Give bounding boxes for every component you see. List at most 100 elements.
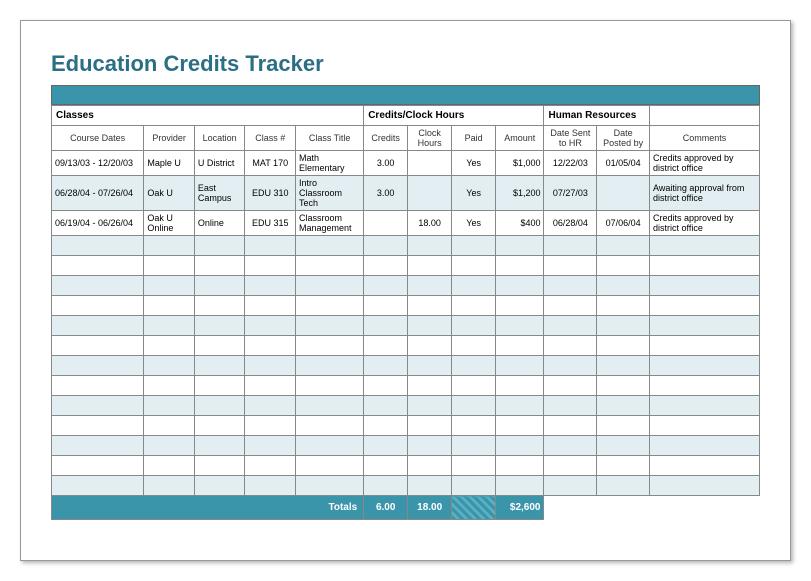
cell-empty[interactable]	[452, 456, 496, 476]
cell-empty[interactable]	[650, 236, 760, 256]
cell-empty[interactable]	[408, 456, 452, 476]
cell-empty[interactable]	[452, 316, 496, 336]
cell-empty[interactable]	[597, 316, 650, 336]
cell-empty[interactable]	[408, 356, 452, 376]
cell-empty[interactable]	[364, 296, 408, 316]
cell-empty[interactable]	[52, 376, 144, 396]
cell-empty[interactable]	[52, 416, 144, 436]
cell-comments[interactable]: Credits approved by district office	[650, 151, 760, 176]
cell-empty[interactable]	[144, 336, 195, 356]
cell-empty[interactable]	[296, 296, 364, 316]
cell-dates[interactable]: 09/13/03 - 12/20/03	[52, 151, 144, 176]
cell-empty[interactable]	[544, 236, 597, 256]
table-row-empty[interactable]	[52, 456, 760, 476]
cell-empty[interactable]	[364, 276, 408, 296]
table-row-empty[interactable]	[52, 376, 760, 396]
cell-empty[interactable]	[364, 236, 408, 256]
cell-empty[interactable]	[650, 256, 760, 276]
cell-classtitle[interactable]: Classroom Management	[296, 211, 364, 236]
cell-empty[interactable]	[544, 336, 597, 356]
cell-empty[interactable]	[496, 376, 544, 396]
cell-credits[interactable]: 3.00	[364, 151, 408, 176]
cell-empty[interactable]	[408, 316, 452, 336]
cell-empty[interactable]	[452, 416, 496, 436]
cell-empty[interactable]	[144, 456, 195, 476]
cell-empty[interactable]	[496, 356, 544, 376]
cell-empty[interactable]	[408, 396, 452, 416]
cell-empty[interactable]	[650, 376, 760, 396]
cell-credits[interactable]: 3.00	[364, 176, 408, 211]
cell-empty[interactable]	[364, 376, 408, 396]
cell-empty[interactable]	[245, 276, 296, 296]
cell-paid[interactable]: Yes	[452, 211, 496, 236]
cell-empty[interactable]	[144, 256, 195, 276]
cell-dateby[interactable]: 07/06/04	[597, 211, 650, 236]
cell-empty[interactable]	[650, 356, 760, 376]
cell-dates[interactable]: 06/19/04 - 06/26/04	[52, 211, 144, 236]
cell-empty[interactable]	[52, 256, 144, 276]
cell-empty[interactable]	[245, 316, 296, 336]
cell-empty[interactable]	[408, 296, 452, 316]
cell-empty[interactable]	[194, 236, 245, 256]
table-row-empty[interactable]	[52, 436, 760, 456]
cell-classnum[interactable]: EDU 310	[245, 176, 296, 211]
table-row[interactable]: 06/19/04 - 06/26/04Oak U OnlineOnlineEDU…	[52, 211, 760, 236]
table-row-empty[interactable]	[52, 356, 760, 376]
cell-paid[interactable]: Yes	[452, 176, 496, 211]
cell-empty[interactable]	[245, 476, 296, 496]
cell-empty[interactable]	[245, 456, 296, 476]
cell-empty[interactable]	[650, 276, 760, 296]
cell-empty[interactable]	[52, 476, 144, 496]
cell-empty[interactable]	[544, 376, 597, 396]
cell-empty[interactable]	[52, 296, 144, 316]
cell-empty[interactable]	[144, 276, 195, 296]
cell-empty[interactable]	[452, 256, 496, 276]
table-row-empty[interactable]	[52, 256, 760, 276]
cell-clock[interactable]: 18.00	[408, 211, 452, 236]
cell-empty[interactable]	[364, 356, 408, 376]
cell-empty[interactable]	[452, 376, 496, 396]
cell-empty[interactable]	[408, 236, 452, 256]
cell-empty[interactable]	[544, 456, 597, 476]
cell-empty[interactable]	[144, 356, 195, 376]
cell-empty[interactable]	[452, 276, 496, 296]
cell-empty[interactable]	[408, 256, 452, 276]
cell-empty[interactable]	[597, 396, 650, 416]
cell-empty[interactable]	[597, 276, 650, 296]
cell-empty[interactable]	[544, 276, 597, 296]
cell-empty[interactable]	[544, 296, 597, 316]
cell-empty[interactable]	[650, 456, 760, 476]
cell-classnum[interactable]: MAT 170	[245, 151, 296, 176]
cell-empty[interactable]	[296, 396, 364, 416]
cell-empty[interactable]	[597, 476, 650, 496]
cell-empty[interactable]	[597, 256, 650, 276]
cell-location[interactable]: U District	[194, 151, 245, 176]
cell-empty[interactable]	[144, 296, 195, 316]
cell-empty[interactable]	[245, 256, 296, 276]
cell-empty[interactable]	[52, 356, 144, 376]
cell-empty[interactable]	[408, 416, 452, 436]
cell-empty[interactable]	[452, 476, 496, 496]
cell-empty[interactable]	[452, 296, 496, 316]
cell-empty[interactable]	[496, 336, 544, 356]
cell-empty[interactable]	[408, 376, 452, 396]
cell-provider[interactable]: Maple U	[144, 151, 195, 176]
cell-empty[interactable]	[496, 416, 544, 436]
cell-dates[interactable]: 06/28/04 - 07/26/04	[52, 176, 144, 211]
cell-classtitle[interactable]: Intro Classroom Tech	[296, 176, 364, 211]
cell-empty[interactable]	[452, 356, 496, 376]
cell-empty[interactable]	[597, 416, 650, 436]
cell-empty[interactable]	[496, 476, 544, 496]
cell-empty[interactable]	[194, 476, 245, 496]
cell-empty[interactable]	[245, 236, 296, 256]
cell-clock[interactable]	[408, 176, 452, 211]
table-row-empty[interactable]	[52, 276, 760, 296]
cell-empty[interactable]	[544, 256, 597, 276]
cell-empty[interactable]	[52, 336, 144, 356]
cell-empty[interactable]	[452, 336, 496, 356]
cell-empty[interactable]	[650, 316, 760, 336]
cell-empty[interactable]	[408, 276, 452, 296]
table-row[interactable]: 06/28/04 - 07/26/04Oak UEast CampusEDU 3…	[52, 176, 760, 211]
cell-empty[interactable]	[144, 436, 195, 456]
table-row-empty[interactable]	[52, 336, 760, 356]
